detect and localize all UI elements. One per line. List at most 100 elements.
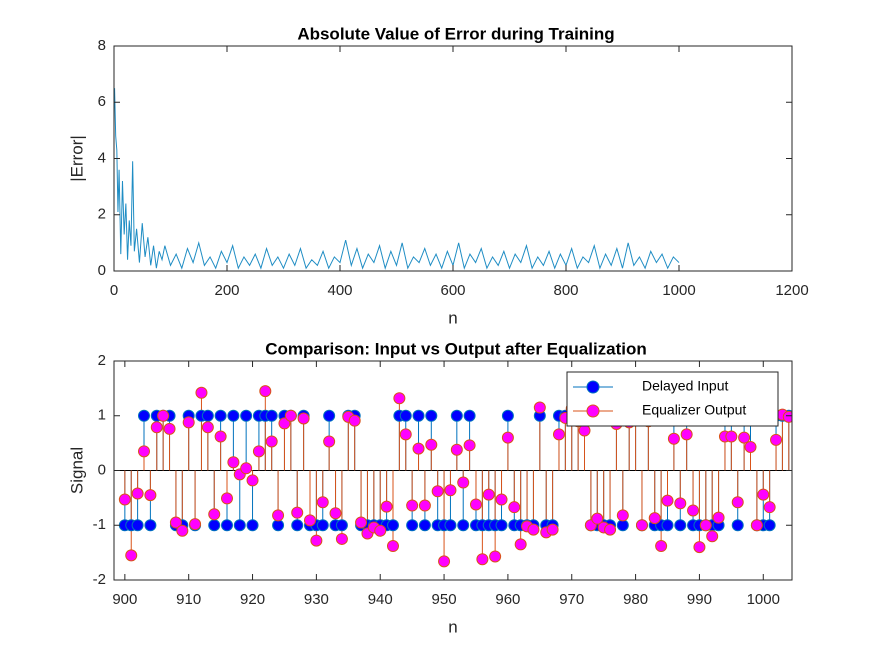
stem-marker	[412, 409, 425, 422]
stem-marker	[744, 440, 757, 453]
legend-label: Delayed Input	[642, 378, 729, 394]
stem-marker	[591, 512, 604, 525]
stem-marker	[399, 428, 412, 441]
stem-marker	[450, 443, 463, 456]
stem-marker	[501, 409, 514, 422]
stem-marker	[374, 524, 387, 537]
stem-marker	[706, 530, 719, 543]
stem-marker	[463, 409, 476, 422]
legend-label: Equalizer Output	[642, 402, 746, 418]
plot-content	[114, 88, 680, 270]
stem-marker	[763, 501, 776, 514]
y-tick-label: -1	[93, 516, 106, 533]
stem-marker	[297, 412, 310, 425]
stem-marker	[201, 421, 214, 434]
stem-marker	[482, 488, 495, 501]
stem-marker	[508, 501, 521, 514]
stem-marker	[316, 519, 329, 532]
stem-marker	[661, 494, 674, 507]
stem-marker	[731, 496, 744, 509]
x-tick-label: 800	[553, 282, 578, 299]
stem-marker	[323, 435, 336, 448]
x-tick-label: 910	[176, 591, 201, 608]
stem-marker	[303, 514, 316, 527]
stem-marker	[661, 519, 674, 532]
chart-title: Comparison: Input vs Output after Equali…	[265, 339, 647, 358]
stem-marker	[240, 462, 253, 475]
stem-marker	[635, 519, 648, 532]
stem-marker	[259, 385, 272, 398]
x-tick-label: 0	[110, 282, 118, 299]
y-axis-label: |Error|	[67, 135, 86, 182]
stem-marker	[233, 519, 246, 532]
stem-marker	[693, 541, 706, 554]
stem-marker	[214, 430, 227, 443]
stem-marker	[406, 499, 419, 512]
stem-marker	[431, 485, 444, 498]
stem-marker	[201, 409, 214, 422]
stem-marker	[667, 432, 680, 445]
stem-marker	[489, 550, 502, 563]
stem-marker	[463, 439, 476, 452]
x-tick-label: 1000	[747, 591, 780, 608]
x-tick-label: 1200	[775, 282, 808, 299]
y-tick-label: -2	[93, 571, 106, 588]
stem-marker	[712, 511, 725, 524]
stem-marker	[501, 431, 514, 444]
stem-marker	[252, 445, 265, 458]
stem-marker	[131, 487, 144, 500]
stem-marker	[757, 488, 770, 501]
y-tick-label: 2	[98, 352, 106, 369]
stem-marker	[157, 409, 170, 422]
x-tick-label: 900	[112, 591, 137, 608]
stem-marker	[386, 519, 399, 532]
y-tick-label: 8	[98, 37, 106, 54]
stem-marker	[546, 523, 559, 536]
stem-marker	[240, 409, 253, 422]
stem-marker	[335, 519, 348, 532]
x-tick-label: 930	[304, 591, 329, 608]
stem-marker	[438, 555, 451, 568]
stem-marker	[425, 409, 438, 422]
stem-marker	[265, 435, 278, 448]
x-tick-label: 920	[240, 591, 265, 608]
stem-marker	[782, 410, 792, 423]
stem-marker	[457, 476, 470, 489]
stem-marker	[450, 409, 463, 422]
stem-marker	[355, 516, 368, 529]
stem-marker	[138, 409, 151, 422]
stem-marker	[208, 519, 221, 532]
stem-marker	[725, 430, 738, 443]
stem-marker	[674, 519, 687, 532]
stem-marker	[418, 499, 431, 512]
y-tick-label: 0	[98, 461, 106, 478]
stem-marker	[425, 438, 438, 451]
stem-marker	[265, 409, 278, 422]
stem-marker	[393, 392, 406, 405]
stem-marker	[144, 489, 157, 502]
stem-marker	[457, 519, 470, 532]
y-tick-label: 0	[98, 262, 106, 279]
stem-marker	[687, 504, 700, 517]
stem-marker	[176, 524, 189, 537]
chart-title: Absolute Value of Error during Training	[297, 24, 614, 43]
stem-marker	[731, 519, 744, 532]
stem-marker	[150, 421, 163, 434]
stem-marker	[476, 553, 489, 566]
stem-marker	[412, 442, 425, 455]
plot-area	[114, 46, 792, 271]
x-axis-label: n	[448, 617, 457, 636]
stem-marker	[418, 519, 431, 532]
stem-marker	[444, 519, 457, 532]
stem-marker	[163, 422, 176, 435]
stem-marker	[316, 496, 329, 509]
x-tick-label: 990	[687, 591, 712, 608]
x-tick-label: 970	[559, 591, 584, 608]
x-tick-label: 1000	[662, 282, 695, 299]
stem-marker	[272, 519, 285, 532]
x-tick-label: 950	[432, 591, 457, 608]
x-tick-label: 200	[214, 282, 239, 299]
error-line	[114, 88, 680, 270]
stem-marker	[278, 417, 291, 430]
